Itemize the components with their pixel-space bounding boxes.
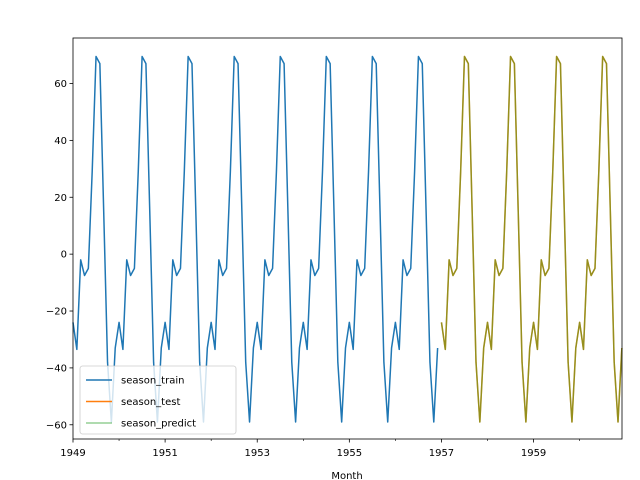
x-tick-label: 1951	[152, 448, 177, 459]
y-axis: −60 −40 −20 0 20 40 60	[46, 79, 73, 431]
series-line-season-predict	[440, 55, 623, 423]
x-tick-label: 1955	[337, 448, 362, 459]
x-tick-label: 1953	[245, 448, 270, 459]
y-tick-label: −20	[46, 307, 67, 318]
legend-box	[79, 365, 237, 435]
x-tick-label: 1959	[521, 448, 546, 459]
y-tick-label: 40	[54, 136, 67, 147]
legend-entry: season_predict	[121, 419, 196, 430]
x-tick-label: 1957	[429, 448, 454, 459]
x-tick-label: 1949	[60, 448, 85, 459]
y-tick-label: 60	[54, 79, 67, 90]
x-axis: 1949 1951 1953 1955 1957 1959	[60, 439, 580, 459]
legend: season_train season_test season_predict	[79, 365, 237, 435]
legend-entry: season_test	[121, 397, 180, 408]
legend-entry: season_train	[121, 376, 184, 387]
series-line-season-train	[72, 55, 439, 423]
y-tick-label: 0	[61, 250, 67, 261]
y-tick-label: −40	[46, 363, 67, 374]
y-tick-label: 20	[54, 193, 67, 204]
x-axis-label: Month	[331, 471, 362, 480]
y-tick-label: −60	[46, 420, 67, 431]
plot-lines	[72, 55, 623, 423]
plot-frame	[72, 37, 623, 440]
